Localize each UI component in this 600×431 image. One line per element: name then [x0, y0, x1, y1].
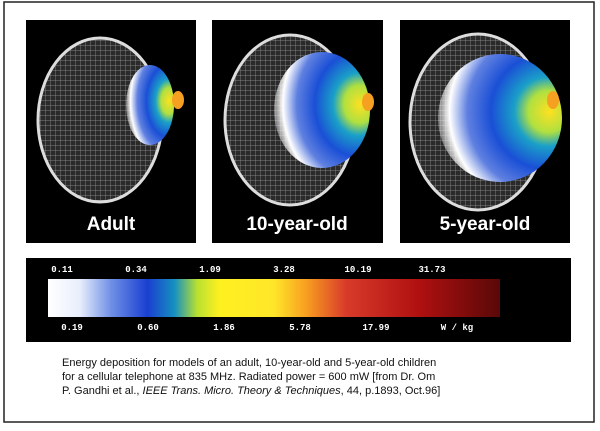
panel-label: 5-year-old [440, 214, 531, 235]
caption-line: for a cellular telephone at 835 MHz. Rad… [62, 371, 435, 383]
colorbar-label: 31.73 [418, 265, 445, 275]
panel-label: Adult [87, 214, 136, 235]
colorbar-label: 0.34 [125, 265, 147, 275]
color-scale [48, 279, 500, 317]
colorbar-label: 1.86 [213, 323, 235, 333]
panel-10-year-old: 10-year-old [212, 20, 383, 243]
caption-text: P. Gandhi et al., [62, 385, 143, 397]
caption-line: P. Gandhi et al., IEEE Trans. Micro. The… [62, 385, 440, 397]
colorbar-unit: W / kg [441, 323, 473, 333]
colorbar-label: 1.09 [199, 265, 221, 275]
colorbar-label: 0.19 [61, 323, 83, 333]
colorbar-label: 10.19 [344, 265, 371, 275]
caption-text: , 44, p.1893, Oct.96] [341, 385, 441, 397]
colorbar-label: 5.78 [289, 323, 311, 333]
colorbar-label: 0.11 [51, 265, 73, 275]
panel-adult: Adult [26, 20, 196, 243]
caption-line: Energy deposition for models of an adult… [62, 357, 436, 369]
colorbar-label: 0.60 [137, 323, 159, 333]
colorbar-label: 3.28 [273, 265, 295, 275]
caption: Energy deposition for models of an adult… [62, 357, 440, 397]
panel-label: 10-year-old [246, 214, 347, 235]
colorbar: 0.11 0.34 1.09 3.28 10.19 31.73 0.19 0.60 1.86 5… [26, 258, 571, 342]
panel-5-year-old: 5-year-old [400, 20, 570, 243]
colorbar-label: 17.99 [362, 323, 389, 333]
caption-journal: IEEE Trans. Micro. Theory & Techniques [143, 385, 342, 397]
